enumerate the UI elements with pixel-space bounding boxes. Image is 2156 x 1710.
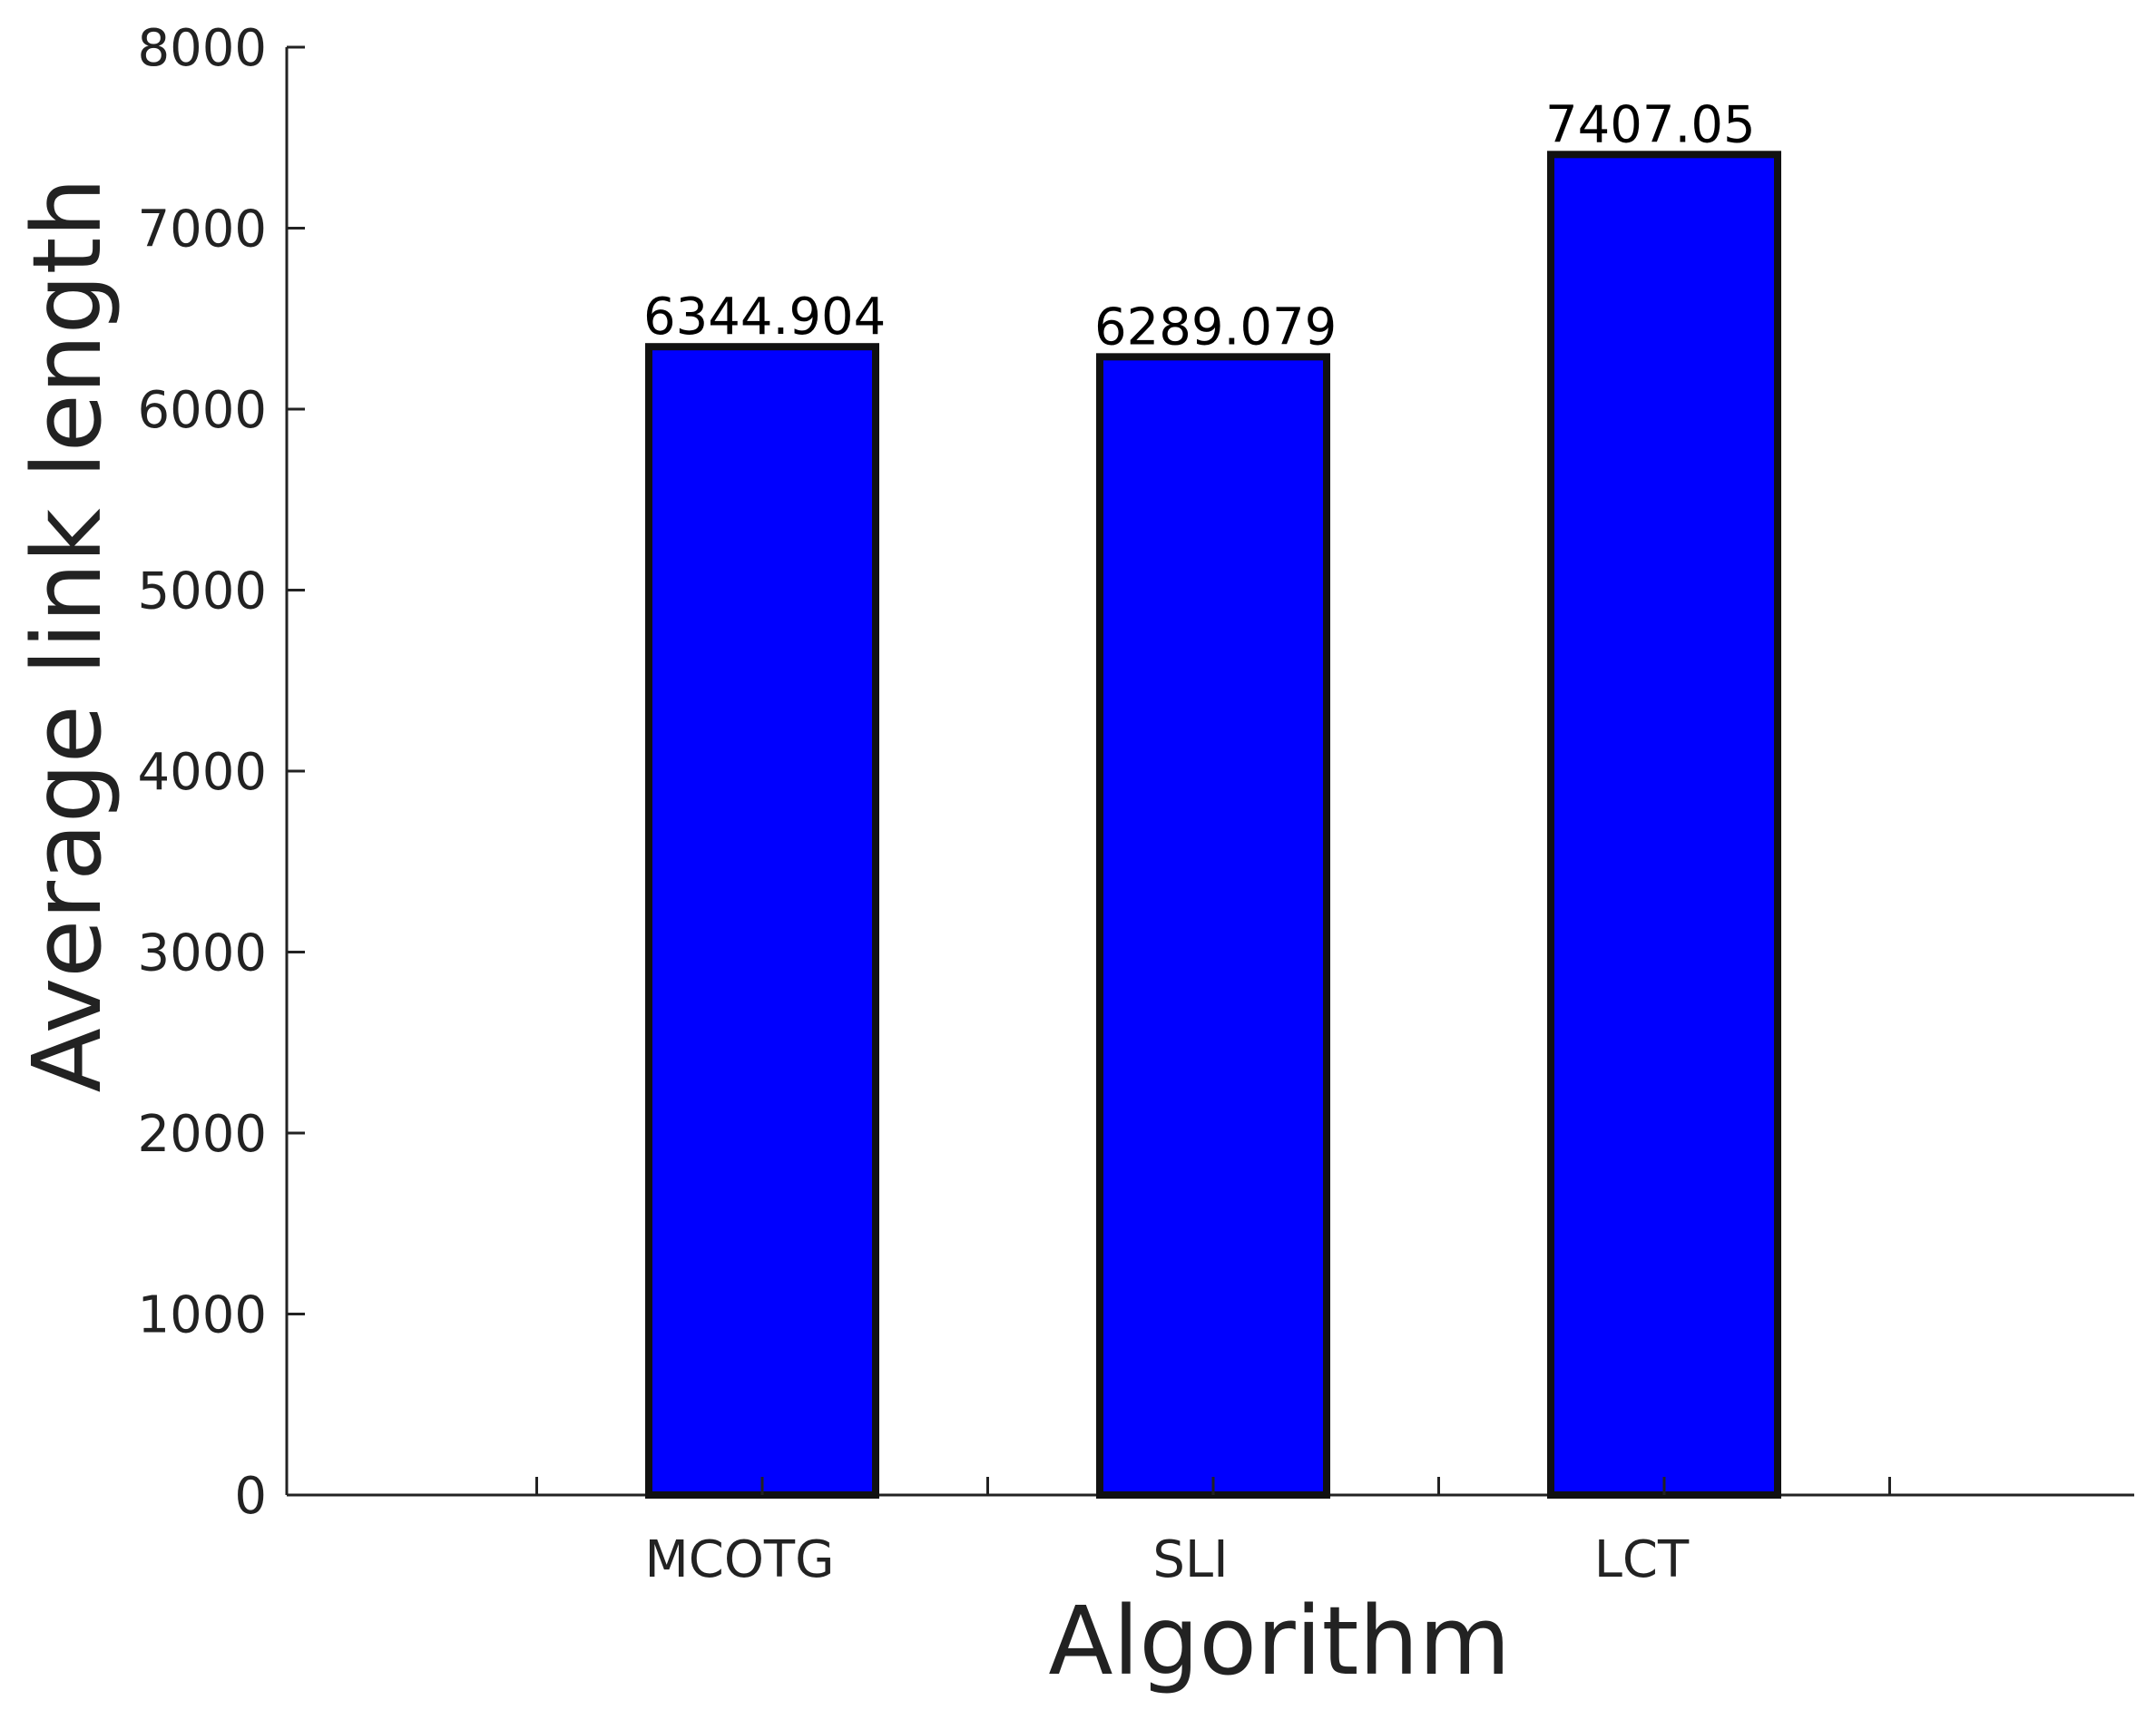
y-tick-label: 8000 [137,19,267,78]
y-tick-label: 2000 [137,1105,267,1164]
data-label: 6289.079 [1094,298,1337,357]
bar-lct [1547,151,1781,1499]
data-labels: 6344.904 6289.079 7407.05 [643,95,1756,357]
data-label: 7407.05 [1545,95,1756,154]
y-tick-label: 7000 [137,200,267,259]
y-tick-label: 6000 [137,381,267,440]
y-tick-label: 1000 [137,1286,267,1345]
bar-sli [1096,353,1330,1499]
data-label: 6344.904 [643,288,886,347]
bars [645,151,1781,1499]
x-tick-label: SLI [1152,1530,1228,1589]
y-tick-label: 5000 [137,562,267,621]
x-tick-label: LCT [1594,1530,1690,1589]
y-tick-label: 0 [234,1467,267,1526]
y-tick-label: 4000 [137,743,267,802]
bar-mcotg [645,343,879,1499]
x-axis-title: Algorithm [1048,1586,1510,1696]
y-tick-label: 3000 [137,924,267,983]
x-tick-label: MCOTG [644,1530,834,1589]
axes: 0 1000 2000 3000 4000 5000 6000 7000 8000 MCOTG SL… [137,19,2134,1589]
y-axis-title: Average link length [12,178,122,1093]
